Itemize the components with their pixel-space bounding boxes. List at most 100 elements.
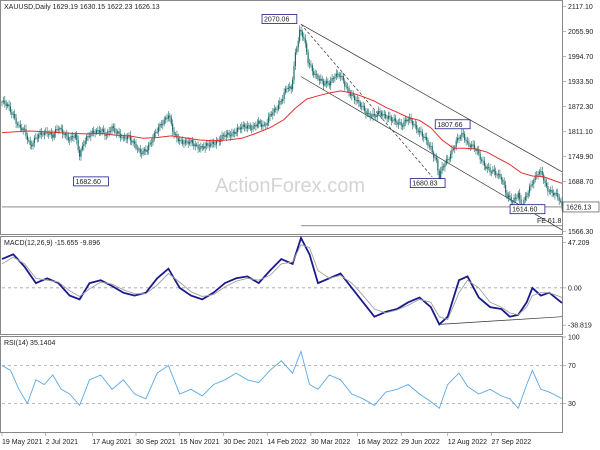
candle-body bbox=[180, 139, 182, 141]
candle-body bbox=[107, 131, 109, 136]
candle-body bbox=[279, 100, 281, 105]
candle-body bbox=[66, 133, 68, 137]
sma-line bbox=[1, 90, 563, 184]
rsi-header: RSI(14) 35.1404 bbox=[4, 340, 55, 347]
candle-body bbox=[366, 112, 368, 115]
candle-body bbox=[221, 134, 223, 140]
candle-body bbox=[506, 192, 508, 198]
candle-body bbox=[530, 184, 532, 187]
candle-body bbox=[327, 81, 329, 84]
candle-body bbox=[500, 177, 502, 180]
candle-body bbox=[148, 144, 150, 151]
candle-body bbox=[517, 192, 519, 198]
candle-body bbox=[403, 121, 405, 127]
candle-body bbox=[358, 100, 360, 103]
rsi-layer bbox=[1, 349, 563, 410]
candle-body bbox=[489, 167, 491, 173]
candle-body bbox=[420, 130, 422, 132]
price-ytick-label: 2117.10 bbox=[568, 4, 593, 11]
candle-body bbox=[265, 124, 267, 126]
candle-body bbox=[194, 144, 196, 147]
candle-body bbox=[141, 153, 143, 155]
candle-body bbox=[561, 201, 563, 206]
candle-body bbox=[234, 131, 236, 134]
candle-body bbox=[9, 106, 12, 113]
candle-body bbox=[404, 119, 407, 122]
candle-body bbox=[328, 83, 330, 86]
candle-body bbox=[492, 169, 494, 173]
candle-body bbox=[176, 134, 178, 139]
price-ytick-label: 1566.30 bbox=[568, 229, 593, 236]
candle-body bbox=[348, 87, 350, 93]
candle-body bbox=[29, 140, 31, 145]
candle-body bbox=[181, 140, 184, 144]
candle-body bbox=[459, 136, 462, 139]
candle-body bbox=[389, 115, 391, 118]
candle-body bbox=[434, 157, 436, 159]
candle-body bbox=[208, 145, 210, 147]
candle-body bbox=[507, 195, 509, 198]
candle-body bbox=[537, 174, 539, 176]
candle-body bbox=[480, 159, 483, 161]
candle-body bbox=[177, 138, 179, 142]
candle-body bbox=[244, 124, 246, 128]
candle-body bbox=[301, 31, 304, 37]
level-label: 1682.60 bbox=[76, 179, 101, 186]
candle-body bbox=[378, 111, 380, 115]
price-ytick-label: 1872.30 bbox=[568, 104, 593, 111]
candle-body bbox=[255, 125, 257, 127]
candle-body bbox=[502, 179, 504, 182]
candle-body bbox=[156, 131, 158, 133]
candle-body bbox=[528, 186, 531, 193]
candle-body bbox=[497, 173, 500, 175]
signal-line bbox=[1, 244, 563, 321]
candle-body bbox=[162, 124, 164, 126]
candle-body bbox=[418, 130, 421, 133]
candle-body bbox=[39, 132, 41, 135]
axis-layer: 2117.10 2055.90 1994.70 1933.50 1872.30 1811.… bbox=[1, 4, 600, 446]
candle-body bbox=[534, 175, 536, 180]
candle-body bbox=[269, 114, 271, 117]
candle-body bbox=[417, 129, 419, 133]
candle-body bbox=[284, 88, 287, 93]
candle-body bbox=[437, 159, 439, 171]
candle-body bbox=[207, 143, 209, 146]
candle-body bbox=[277, 104, 280, 110]
candle-body bbox=[46, 131, 48, 134]
candle-body bbox=[52, 134, 54, 138]
price-ytick-label: 1994.70 bbox=[568, 54, 593, 61]
candle-body bbox=[397, 123, 399, 125]
candle-body bbox=[331, 77, 333, 82]
candle-body bbox=[464, 134, 466, 141]
candle-body bbox=[64, 133, 67, 135]
x-tick-label: 19 May 2021 bbox=[2, 439, 43, 446]
x-tick-label: 14 Feb 2022 bbox=[267, 439, 306, 446]
candle-body bbox=[196, 144, 198, 146]
candle-body bbox=[227, 132, 229, 135]
candle-body bbox=[163, 119, 165, 125]
candle-body bbox=[84, 140, 86, 145]
candle-body bbox=[359, 102, 361, 107]
candle-body bbox=[291, 79, 294, 90]
x-tick-label: 12 Aug 2022 bbox=[448, 439, 487, 446]
candle-body bbox=[317, 74, 319, 80]
candle-body bbox=[259, 120, 261, 124]
candle-body bbox=[260, 123, 263, 127]
candle-body bbox=[363, 105, 366, 111]
last-price-tag: 1626.13 bbox=[566, 204, 591, 211]
candle-body bbox=[122, 136, 124, 138]
candle-body bbox=[543, 175, 545, 181]
candle-body bbox=[225, 134, 227, 137]
candle-body bbox=[31, 144, 33, 147]
candle-body bbox=[483, 161, 486, 166]
rsi-ytick-label: 30 bbox=[568, 401, 576, 408]
candle-body bbox=[1, 101, 3, 103]
candle-body bbox=[524, 196, 526, 201]
candle-body bbox=[313, 71, 315, 76]
candle-body bbox=[315, 74, 318, 75]
candle-body bbox=[519, 192, 521, 200]
candle-body bbox=[83, 144, 85, 147]
candle-body bbox=[290, 86, 292, 90]
candle-body bbox=[77, 140, 79, 150]
candle-body bbox=[495, 171, 497, 175]
